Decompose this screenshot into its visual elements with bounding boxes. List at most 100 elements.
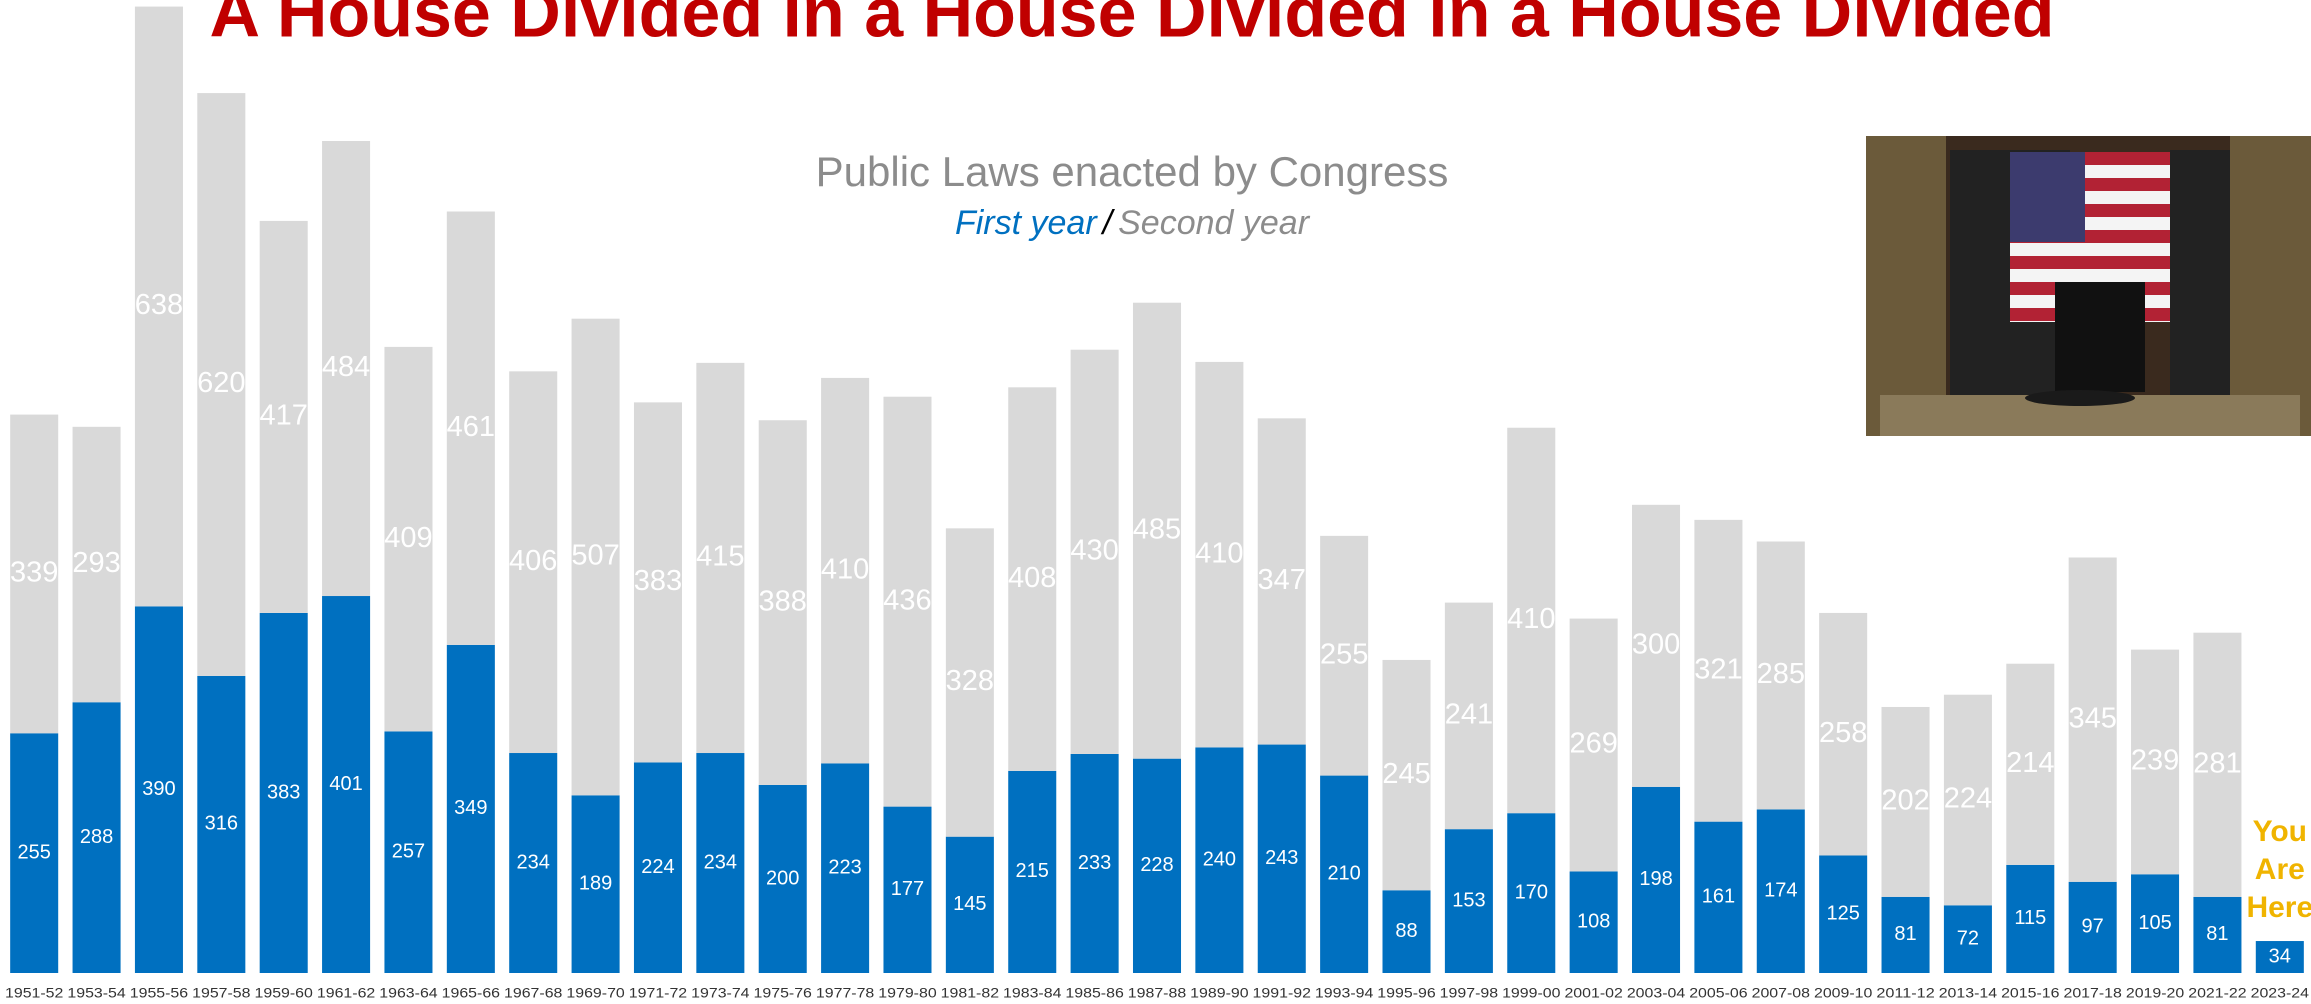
x-tick-label: 1957-58 bbox=[192, 985, 251, 1001]
x-tick-label: 1963-64 bbox=[379, 985, 438, 1001]
photo bbox=[1866, 136, 2311, 436]
x-tick-label: 1985-86 bbox=[1065, 985, 1124, 1001]
data-label: 255 bbox=[18, 841, 51, 863]
bar-segment bbox=[197, 675, 246, 973]
data-label: 388 bbox=[759, 585, 807, 617]
bar-segment bbox=[1694, 821, 1743, 973]
bar-segment bbox=[1320, 775, 1369, 973]
data-label: 245 bbox=[1382, 758, 1430, 790]
data-label: 198 bbox=[1639, 868, 1672, 890]
x-tick-label: 1991-92 bbox=[1253, 985, 1312, 1001]
x-tick-label: 1983-84 bbox=[1003, 985, 1062, 1001]
bar-segment bbox=[10, 414, 59, 734]
x-tick-label: 1975-76 bbox=[754, 985, 813, 1001]
bar-segment bbox=[696, 362, 745, 754]
data-label: 406 bbox=[509, 545, 557, 577]
data-label: 125 bbox=[1826, 903, 1859, 925]
data-label: 153 bbox=[1452, 889, 1485, 911]
data-label: 383 bbox=[267, 781, 300, 803]
bar-segment bbox=[1943, 905, 1992, 973]
data-label: 234 bbox=[704, 851, 737, 873]
data-label: 300 bbox=[1632, 629, 1680, 661]
data-label: 177 bbox=[891, 878, 924, 900]
bar-segment bbox=[2193, 896, 2242, 973]
bar-segment bbox=[758, 784, 807, 973]
x-tick-label: 2009-10 bbox=[1814, 985, 1873, 1001]
x-tick-label: 1953-54 bbox=[67, 985, 126, 1001]
data-label: 430 bbox=[1070, 534, 1118, 566]
bar-segment bbox=[1819, 855, 1868, 973]
bar-segment bbox=[945, 836, 994, 973]
data-label: 215 bbox=[1016, 860, 1049, 882]
bar-segment bbox=[1132, 758, 1182, 973]
annotation: Are bbox=[2255, 853, 2305, 886]
data-label: 485 bbox=[1133, 513, 1181, 545]
legend-entry: First year bbox=[955, 204, 1098, 242]
x-tick-label: 1995-96 bbox=[1377, 985, 1436, 1001]
bar-segment bbox=[1382, 659, 1431, 891]
x-tick-label: 1959-60 bbox=[255, 985, 314, 1001]
bar-segment bbox=[259, 220, 308, 613]
bar-segment bbox=[197, 93, 246, 676]
x-tick-label: 1971-72 bbox=[629, 985, 688, 1001]
data-label: 241 bbox=[1445, 699, 1493, 731]
x-tick-label: 1997-98 bbox=[1440, 985, 1499, 1001]
bar-segment bbox=[1382, 890, 1431, 973]
legend-entry: Second year bbox=[1118, 204, 1311, 242]
bar-segment bbox=[2193, 632, 2242, 897]
data-label: 202 bbox=[1881, 785, 1929, 817]
bar-segment bbox=[1943, 694, 1992, 906]
data-label: 410 bbox=[821, 553, 869, 585]
bar-segment bbox=[883, 806, 932, 973]
data-label: 210 bbox=[1327, 863, 1360, 885]
data-label: 189 bbox=[579, 872, 612, 894]
x-tick-label: 2007-08 bbox=[1752, 985, 1811, 1001]
data-label: 349 bbox=[454, 797, 487, 819]
bar-segment bbox=[1257, 418, 1306, 745]
data-label: 507 bbox=[571, 540, 619, 572]
legend: First year / Second year bbox=[955, 204, 1311, 242]
bar-segment bbox=[1507, 813, 1556, 973]
bar-segment bbox=[1195, 747, 1244, 973]
x-tick-label: 1993-94 bbox=[1315, 985, 1374, 1001]
bar-segment bbox=[633, 402, 682, 763]
bar-segment bbox=[1756, 809, 1805, 973]
bar-segment bbox=[384, 731, 433, 973]
bar-segment bbox=[2068, 557, 2117, 882]
bar-segment bbox=[821, 377, 870, 764]
data-label: 347 bbox=[1258, 564, 1306, 596]
bar-segment bbox=[571, 318, 620, 796]
bar-segment bbox=[446, 211, 495, 645]
data-label: 390 bbox=[142, 778, 175, 800]
bar-segment bbox=[758, 420, 807, 785]
data-label: 436 bbox=[883, 584, 931, 616]
x-tick-label: 1973-74 bbox=[691, 985, 750, 1001]
bar-segment bbox=[384, 346, 433, 732]
data-label: 105 bbox=[2138, 912, 2171, 934]
bar-segment bbox=[1881, 706, 1930, 897]
data-label: 316 bbox=[205, 813, 238, 835]
x-tick-label: 1951-52 bbox=[5, 985, 64, 1001]
bar-segment bbox=[1569, 871, 1618, 973]
data-label: 161 bbox=[1702, 886, 1735, 908]
bar-segment bbox=[1008, 387, 1057, 771]
chart-title: A House Divided in a House Divided in a … bbox=[210, 0, 2055, 51]
bar-segment bbox=[571, 795, 620, 973]
bar-segment bbox=[10, 733, 59, 973]
data-label: 293 bbox=[72, 547, 120, 579]
legend-separator: / bbox=[1101, 204, 1116, 242]
data-label: 234 bbox=[517, 851, 550, 873]
bar-segment bbox=[134, 6, 183, 607]
data-label: 408 bbox=[1008, 562, 1056, 594]
x-tick-label: 1955-56 bbox=[130, 985, 189, 1001]
x-tick-label: 1999-00 bbox=[1502, 985, 1561, 1001]
data-label: 228 bbox=[1140, 854, 1173, 876]
data-label: 174 bbox=[1764, 879, 1797, 901]
bar-segment bbox=[2006, 663, 2055, 865]
data-label: 620 bbox=[197, 367, 245, 399]
bar-segment bbox=[1881, 896, 1930, 973]
bar-segment bbox=[509, 371, 558, 754]
data-label: 285 bbox=[1757, 658, 1805, 690]
x-tick-label: 2015-16 bbox=[2001, 985, 2060, 1001]
